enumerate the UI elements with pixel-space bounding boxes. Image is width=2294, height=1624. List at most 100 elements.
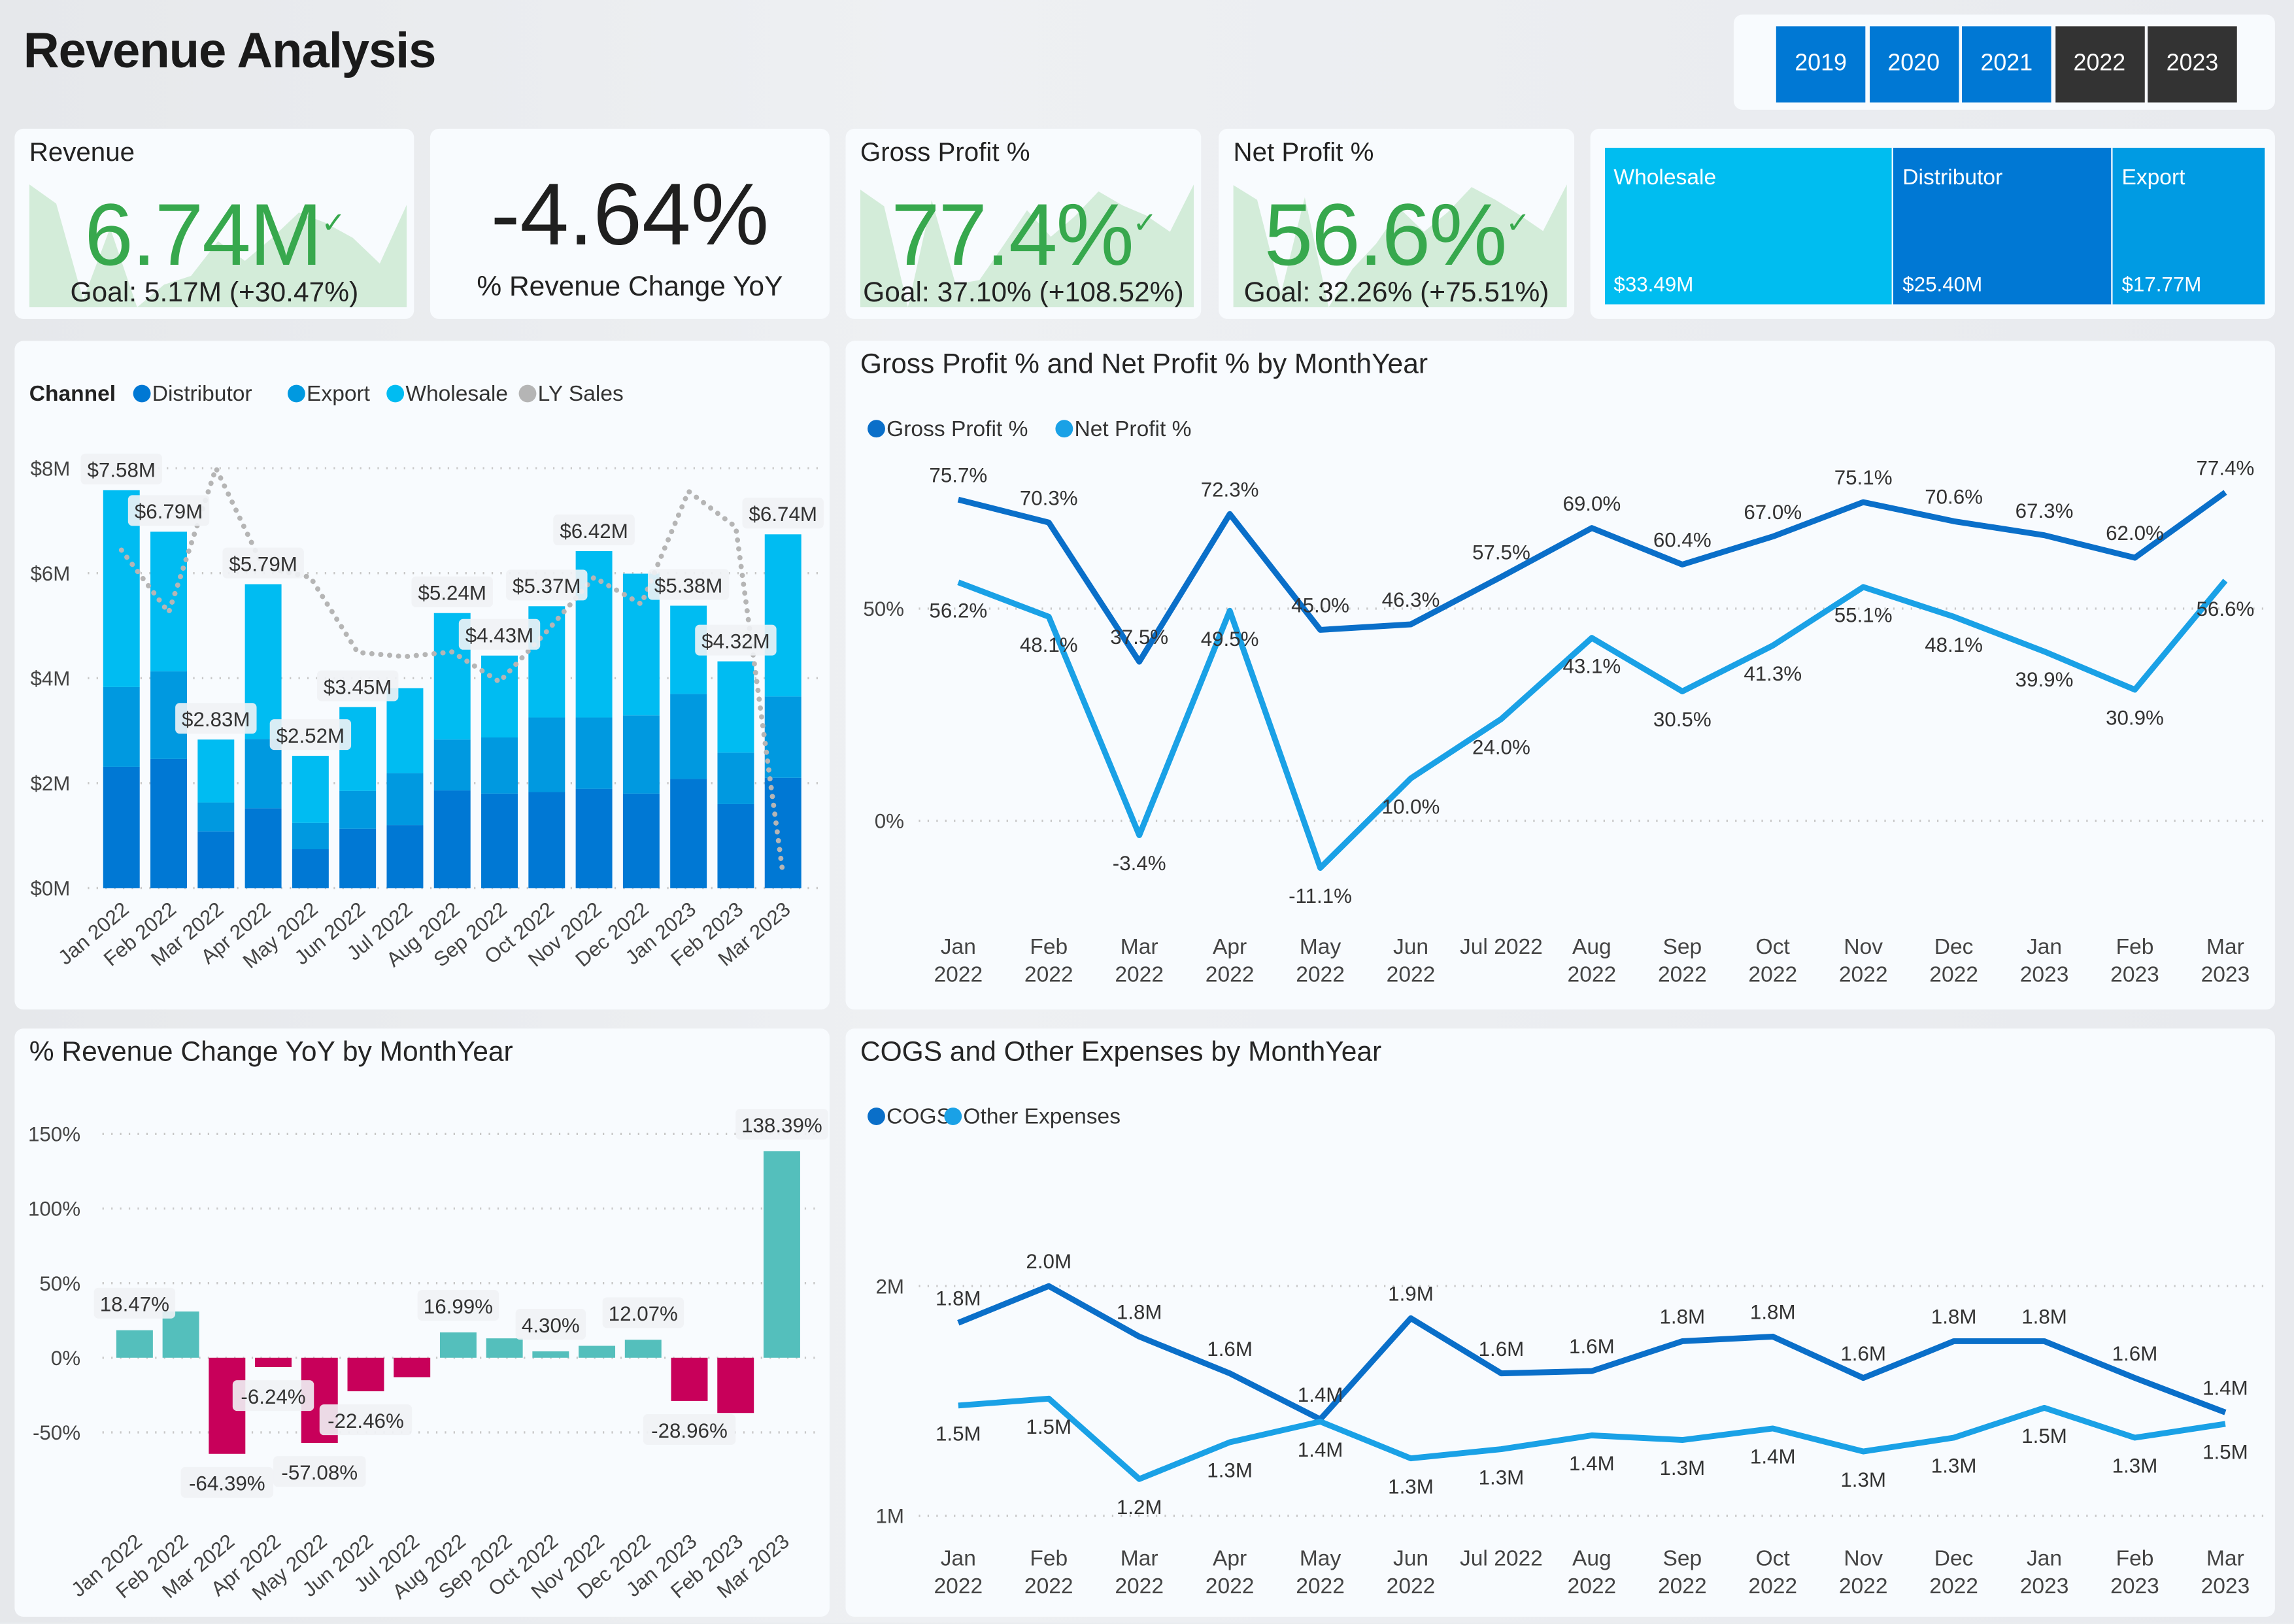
legend-marker <box>518 384 537 403</box>
data-label: $4.43M <box>465 624 534 647</box>
data-label: 43.1% <box>1562 654 1621 677</box>
bar-segment-export <box>292 822 329 849</box>
data-label: 57.5% <box>1472 541 1530 564</box>
data-label-bg <box>80 453 162 484</box>
data-label: 62.0% <box>2106 522 2164 545</box>
legend-item: Net Profit % <box>1075 417 1192 441</box>
data-label: 1.8M <box>1659 1306 1705 1328</box>
treemap-tile-export[interactable]: Export $17.77M <box>2113 148 2267 305</box>
data-label: 1.5M <box>2021 1425 2067 1447</box>
year-button-2023[interactable]: 2023 <box>2148 26 2237 103</box>
data-label: 1.8M <box>1117 1301 1162 1324</box>
data-label: $5.24M <box>418 582 486 605</box>
data-label: -28.96% <box>651 1419 728 1442</box>
year-button-2021[interactable]: 2021 <box>1962 26 2051 103</box>
y-tick-label: 1M <box>875 1505 904 1528</box>
data-label: -64.39% <box>189 1472 265 1495</box>
chart-title: % Revenue Change YoY by MonthYear <box>29 1037 513 1068</box>
kpi-value: 6.74M✓ <box>14 184 414 285</box>
data-label-bg <box>553 515 635 546</box>
x-tick-label: 2022 <box>1929 1574 1978 1599</box>
bar-segment-export <box>764 696 801 778</box>
data-label-bg <box>127 495 210 526</box>
data-label: 75.7% <box>929 464 987 486</box>
bar-segment-distributor <box>575 788 613 888</box>
legend-item: Gross Profit % <box>886 417 1028 441</box>
y-tick-label: $8M <box>30 457 70 480</box>
treemap-value: $25.40M <box>1902 272 1983 296</box>
revenue-sparkline <box>29 184 407 307</box>
year-slicer: 2019 2020 2021 2022 2023 <box>1733 14 2275 110</box>
data-label-bg <box>93 1287 176 1319</box>
treemap-tile-wholesale[interactable]: Wholesale $33.49M <box>1604 148 1894 305</box>
data-label: 1.3M <box>1840 1468 1886 1491</box>
yoy-value: -4.64% <box>490 165 769 263</box>
positive-bar <box>162 1311 199 1358</box>
kpi-goal: Goal: 32.26% (+75.51%) <box>1243 278 1549 309</box>
data-label: 1.5M <box>2202 1441 2248 1464</box>
bar-segment-distributor <box>103 766 140 888</box>
year-button-2020[interactable]: 2020 <box>1868 26 1959 103</box>
treemap-label: Wholesale <box>1613 165 1717 190</box>
net-profit-kpi-card: Net Profit % 56.6%✓ Goal: 32.26% (+75.51… <box>1219 128 1574 319</box>
bar-chart: -50% 0% 50% 100% 150% 18.47% -64.39% -6.24% -57.… <box>28 1108 828 1605</box>
data-label-bg <box>411 576 493 607</box>
treemap-value: $17.77M <box>2121 272 2202 296</box>
data-label: $6.79M <box>135 500 203 523</box>
data-label: $2.83M <box>182 708 250 731</box>
stacked-bar-chart: Channel Distributor Export Wholesale LY Sale… <box>29 382 824 973</box>
data-label: 18.47% <box>100 1293 169 1316</box>
year-button-2019[interactable]: 2019 <box>1776 26 1866 103</box>
data-label: 12.07% <box>609 1302 678 1325</box>
gross-profit-kpi-card: Gross Profit % 77.4%✓ Goal: 37.10% (+108… <box>845 128 1202 319</box>
page-title: Revenue Analysis <box>23 23 437 79</box>
negative-bar <box>255 1357 292 1368</box>
data-label: 70.3% <box>1020 486 1078 509</box>
x-tick-label: Mar <box>2206 935 2244 959</box>
gross-profit-value: 77.4% <box>890 186 1134 284</box>
data-label: 1.3M <box>1207 1459 1253 1482</box>
x-tick-label: 2022 <box>1296 1574 1345 1599</box>
revenue-by-channel-chart: Channel Distributor Export Wholesale LY Sale… <box>14 341 830 1010</box>
bar-segment-distributor <box>670 779 707 888</box>
x-tick-label: 2022 <box>1658 1574 1707 1599</box>
bar-segment-export <box>528 717 565 792</box>
bar-segment-export <box>339 790 377 829</box>
data-label-bg <box>175 703 257 734</box>
x-tick-label: Jan <box>941 1547 976 1571</box>
x-tick-label: 2023 <box>2110 1574 2159 1599</box>
data-label: 2.0M <box>1026 1250 1071 1273</box>
year-button-2022[interactable]: 2022 <box>2055 26 2144 103</box>
data-label: $7.58M <box>87 459 156 482</box>
data-label: $4.32M <box>701 630 770 652</box>
data-label: -57.08% <box>281 1461 358 1484</box>
data-label: 1.8M <box>1750 1301 1796 1324</box>
data-label: 16.99% <box>424 1295 493 1318</box>
bar-segment-export <box>245 739 282 809</box>
data-label: $5.37M <box>513 575 581 598</box>
data-label: $5.79M <box>229 552 297 575</box>
channel-treemap-card: Wholesale $33.49M Distributor $25.40M Export… <box>1590 128 2275 319</box>
y-tick-label: $0M <box>30 877 70 900</box>
x-tick-label: May <box>1300 935 1341 959</box>
x-tick-label: Nov <box>1844 1547 1883 1571</box>
x-tick-label: 2022 <box>1024 963 1073 987</box>
legend-item: Export <box>307 382 371 406</box>
chart-title: COGS and Other Expenses by MonthYear <box>860 1037 1382 1068</box>
bar-segment-distributor <box>386 825 424 888</box>
data-label: 1.6M <box>1569 1335 1615 1358</box>
net-profit-value: 56.6% <box>1264 186 1508 284</box>
kpi-goal: Goal: 5.17M (+30.47%) <box>70 278 359 309</box>
bar-segment-distributor <box>764 777 801 888</box>
x-tick-label: Jul 2022 <box>1460 1547 1543 1571</box>
x-tick-label: 2022 <box>1115 963 1164 987</box>
x-tick-label: Jan <box>941 935 976 959</box>
x-tick-label: 2022 <box>1568 963 1617 987</box>
x-tick-label: Dec <box>1934 935 1974 959</box>
legend-item: LY Sales <box>538 382 624 406</box>
positive-bar <box>116 1330 153 1358</box>
revenue-kpi-card: Revenue 6.74M✓ Goal: 5.17M (+30.47%) <box>14 128 414 319</box>
treemap-tile-distributor[interactable]: Distributor $25.40M <box>1893 148 2113 305</box>
legend-marker <box>133 384 151 403</box>
data-label: 4.30% <box>522 1314 580 1337</box>
